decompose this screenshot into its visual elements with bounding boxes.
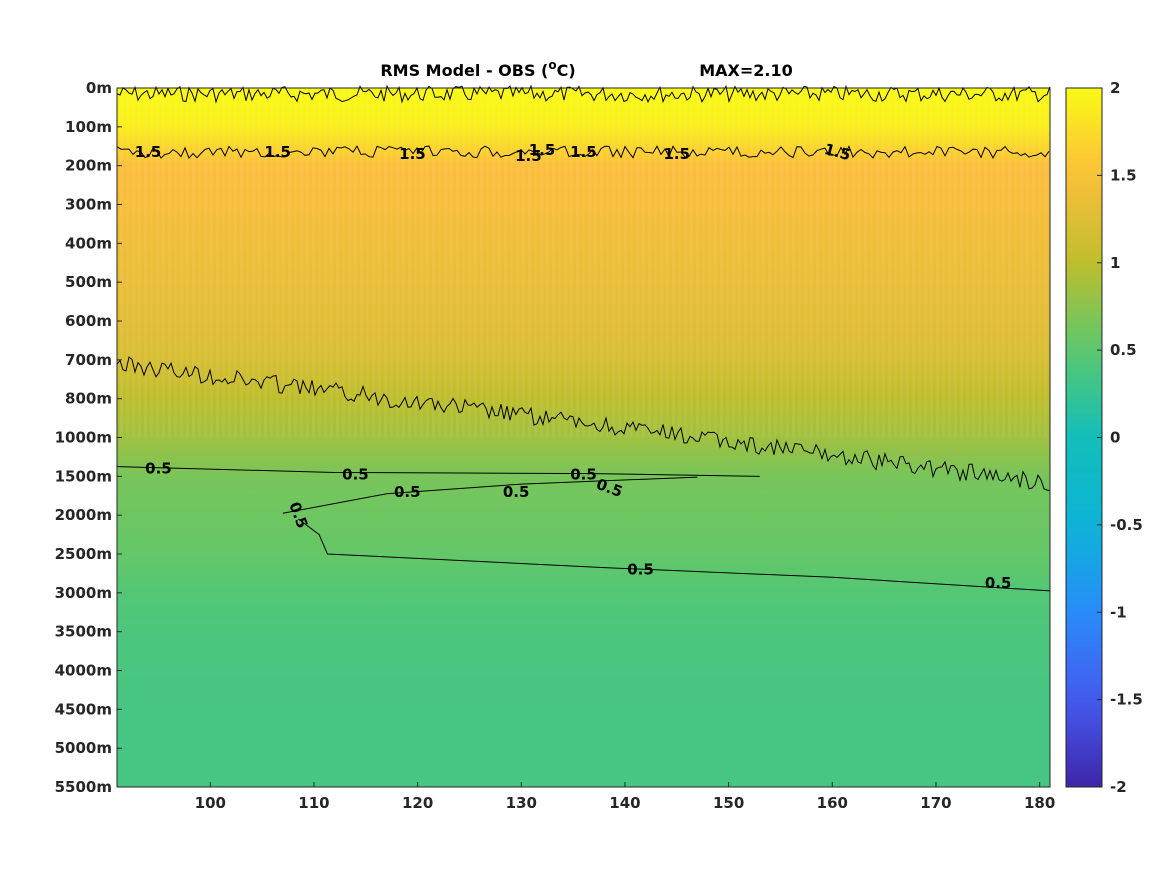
colorbar-tick-label: 2 — [1110, 79, 1120, 97]
contour-label: 0.5 — [985, 574, 1012, 592]
chart-title: RMS Model - OBS (oC) — [380, 58, 575, 80]
contour-1-5 — [116, 145, 1050, 160]
x-tick-label: 170 — [920, 794, 951, 812]
y-tick-label: 200m — [65, 157, 112, 175]
contour-labels: 1.5 1.5 1.5 1.5 1.5 1.51.5 1.50.5 0.5 0.50.5 0.5 0… — [135, 140, 1012, 592]
contour-0-5-lower — [298, 518, 1051, 592]
contour-label: 0.5 — [394, 483, 421, 501]
contour-2-0 — [116, 84, 1051, 104]
y-tick-label: 300m — [65, 196, 112, 214]
y-tick-label: 100m — [65, 118, 112, 136]
colorbar-tick-label: -1.5 — [1110, 691, 1143, 709]
max-label: MAX=2.10 — [699, 61, 793, 80]
x-tick-label: 130 — [506, 794, 537, 812]
colorbar-tick-label: 1.5 — [1110, 166, 1137, 184]
x-tick-label: 160 — [817, 794, 848, 812]
y-tick-label: 1000m — [55, 429, 112, 447]
y-tick-label: 500m — [65, 273, 112, 291]
y-axis: 0m 100m 200m 300m 400m 500m 600m 700m 800m 1000m 1… — [55, 79, 122, 796]
colorbar-scale — [1065, 87, 1103, 788]
contour-label: 1.5 — [399, 145, 426, 163]
y-tick-label: 800m — [65, 390, 112, 408]
colorbar-tick-label: 0.5 — [1110, 341, 1137, 359]
y-tick-label: 700m — [65, 351, 112, 369]
x-tick-label: 150 — [713, 794, 744, 812]
x-tick-label: 140 — [609, 794, 640, 812]
x-tick-label: 120 — [402, 794, 433, 812]
colorbar-tick-label: 0 — [1110, 429, 1120, 447]
contour-0-5-upper — [116, 466, 760, 477]
contour-0-5-middle — [282, 476, 698, 514]
colorbar-tick-label: 1 — [1110, 254, 1120, 272]
contour-label: 0.5 — [342, 465, 369, 483]
contour-1-0 — [116, 356, 1051, 491]
contour-label: 1.5 — [664, 145, 691, 163]
y-tick-label: 600m — [65, 312, 112, 330]
contour-label: 0.5 — [145, 460, 172, 478]
y-tick-label: 3500m — [55, 623, 112, 641]
y-tick-label: 0m — [86, 79, 112, 97]
title-unit-suffix: C) — [557, 61, 576, 80]
x-tick-label: 110 — [298, 794, 329, 812]
colorbar-tick-label: -1 — [1110, 603, 1127, 621]
y-tick-label: 4000m — [55, 662, 112, 680]
colorbar: 2 1.5 1 0.5 0 -0.5 -1 -1.5 -2 — [1065, 79, 1143, 796]
heatmap-texture — [117, 88, 1050, 438]
plot-area — [117, 88, 1050, 787]
x-axis: 100 110 120 130 140 150 160 170 180 — [195, 782, 1055, 812]
y-tick-label: 5500m — [55, 778, 112, 796]
y-tick-label: 4500m — [55, 700, 112, 718]
colorbar-tick-label: -2 — [1110, 778, 1127, 796]
contour-label: 1.5 — [135, 143, 162, 161]
y-tick-label: 2500m — [55, 545, 112, 563]
y-tick-label: 2000m — [55, 506, 112, 524]
contour-lines — [116, 84, 1051, 592]
contour-label: 0.5 — [570, 465, 597, 483]
colorbar-tick-label: -0.5 — [1110, 516, 1143, 534]
contour-label: 0.5 — [503, 483, 530, 501]
y-tick-label: 5000m — [55, 739, 112, 757]
title-prefix: RMS Model - OBS ( — [380, 61, 548, 80]
contour-label: 1.5 — [570, 143, 597, 161]
y-tick-label: 1500m — [55, 467, 112, 485]
contour-label: 1.5 — [515, 147, 542, 165]
contour-label: 0.5 — [627, 561, 654, 579]
y-tick-label: 3000m — [55, 584, 112, 602]
x-tick-label: 100 — [195, 794, 226, 812]
x-tick-label: 180 — [1024, 794, 1055, 812]
contour-label: 1.5 — [264, 143, 291, 161]
contour-label: 1.5 — [529, 141, 556, 159]
title-unit-sup: o — [548, 58, 556, 72]
y-tick-label: 400m — [65, 234, 112, 252]
